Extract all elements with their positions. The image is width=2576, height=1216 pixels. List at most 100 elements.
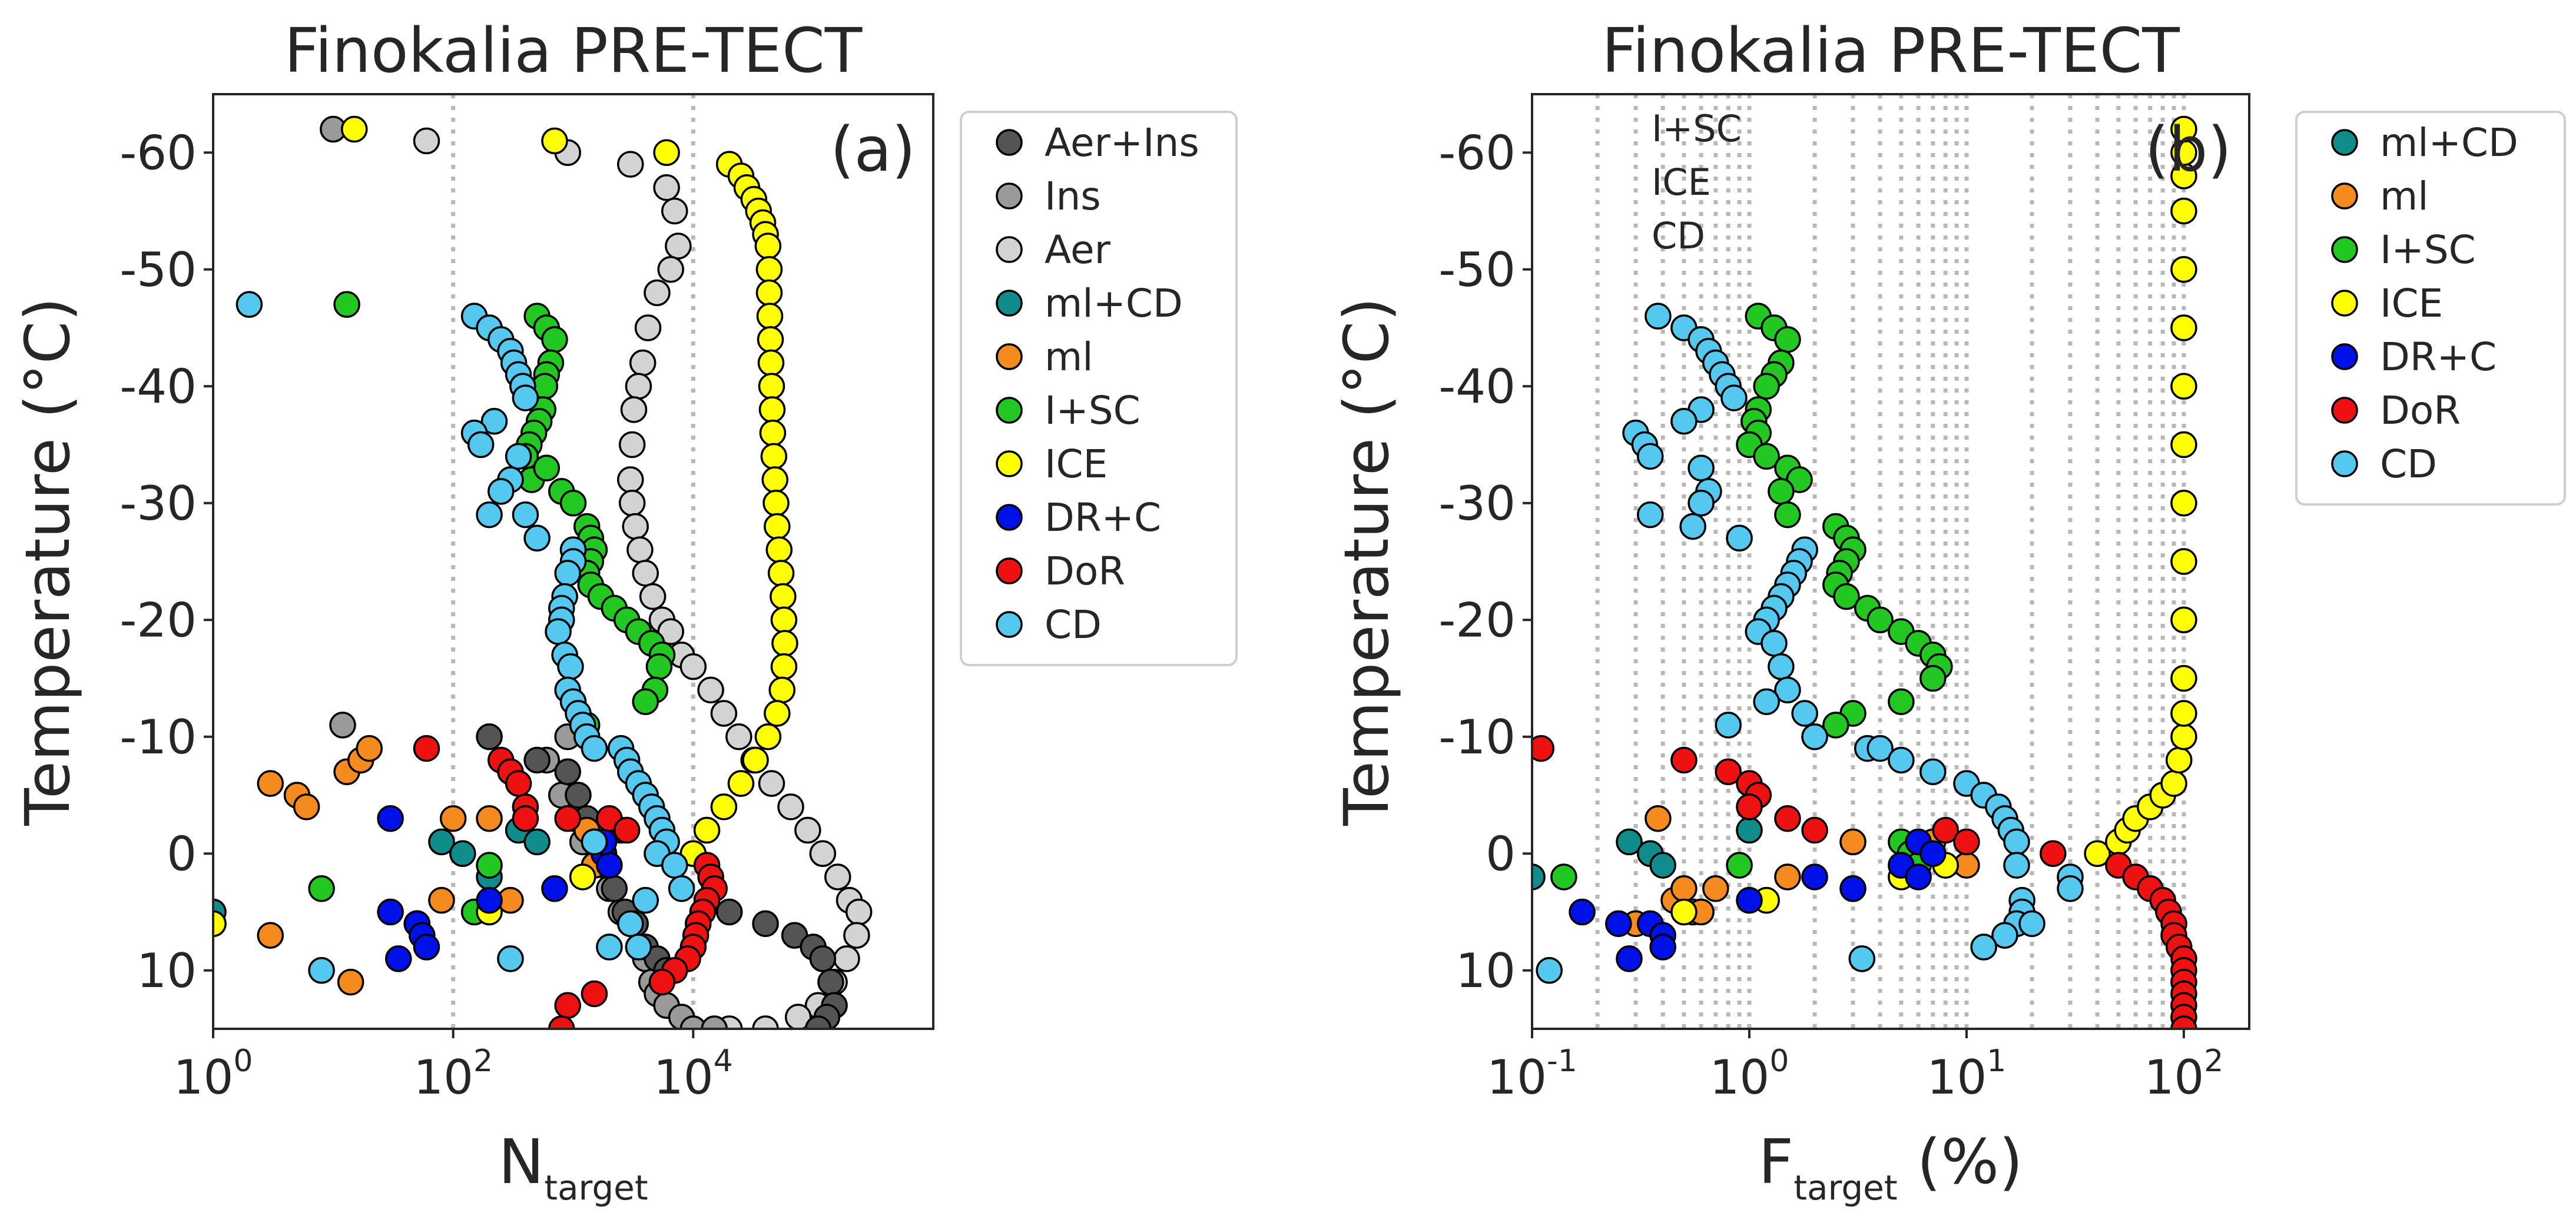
point-CD <box>1636 443 1664 470</box>
point-I+SC <box>1866 606 1894 633</box>
point-CD <box>308 957 335 984</box>
point-ICE <box>771 630 798 657</box>
point-CD <box>2003 852 2030 879</box>
legend-marker <box>2331 343 2358 370</box>
legend-marker <box>2331 129 2358 156</box>
legend-marker <box>2331 290 2358 317</box>
point-DoR <box>648 968 676 996</box>
point-ml <box>1670 875 1698 902</box>
point-ml <box>337 968 364 996</box>
point-ICE <box>755 279 783 307</box>
legend-marker <box>996 397 1023 424</box>
point-CD <box>1536 957 1563 984</box>
point-CD <box>1645 303 1672 330</box>
legend-marker <box>996 236 1023 263</box>
point-Aer <box>784 1004 812 1029</box>
legend-marker <box>2331 182 2358 210</box>
point-Aer <box>629 349 657 377</box>
point-Aer+Ins <box>476 723 503 750</box>
point-ICE <box>2170 431 2197 459</box>
point-ml+CD <box>1649 852 1676 879</box>
point-Aer+Ins <box>752 910 779 938</box>
point-CD <box>1919 758 1947 786</box>
point-ICE <box>541 127 568 155</box>
point-DR+C <box>384 945 412 972</box>
legend-marker <box>996 611 1023 638</box>
point-DR+C <box>1736 886 1763 914</box>
y-tick-label: -40 <box>120 359 197 414</box>
point-DoR <box>413 735 440 762</box>
point-Aer <box>794 816 821 844</box>
point-DR+C <box>1649 933 1676 961</box>
legend-label: CD <box>1045 602 1102 647</box>
point-Aer <box>620 396 648 423</box>
point-ICE <box>1670 898 1698 926</box>
point-Aer <box>657 256 684 283</box>
point-CD <box>1636 501 1664 529</box>
y-tick-label: -20 <box>1438 593 1516 647</box>
x-axis-label: Ntarget <box>498 1126 648 1208</box>
point-ml <box>1645 805 1672 832</box>
legend-label: DoR <box>1045 549 1125 594</box>
point-I+SC <box>1774 501 1801 529</box>
point-CD <box>1761 630 1788 657</box>
point-CD <box>2003 828 2030 856</box>
y-tick-label: -60 <box>120 125 197 180</box>
point-CD <box>1970 933 1997 961</box>
legend-marker <box>2331 450 2358 477</box>
point-CD <box>1720 384 1748 411</box>
point-CD <box>557 653 584 680</box>
chart-title: Finokalia PRE-TECT <box>284 15 863 87</box>
legend-label: ml <box>1045 334 1093 380</box>
point-ml <box>1702 875 1729 902</box>
point-CD <box>581 735 608 762</box>
point-ICE <box>653 139 680 166</box>
series-group <box>1532 115 2197 1029</box>
legend-label: I+SC <box>2380 227 2476 273</box>
annotation: ICE <box>1652 161 1711 204</box>
point-CD <box>661 852 688 879</box>
panel-label: (b) <box>2145 114 2232 185</box>
legend-marker <box>996 450 1023 477</box>
axes-frame <box>1531 93 2250 1030</box>
point-CD <box>1688 490 1715 517</box>
point-CD <box>1768 653 1795 680</box>
point-DR+C <box>1616 945 1643 972</box>
series-group <box>213 115 873 1029</box>
point-CD <box>497 945 524 972</box>
y-tick-label: -10 <box>1438 710 1516 765</box>
legend-label: ICE <box>2380 281 2443 326</box>
point-DoR <box>1932 816 1959 844</box>
point-DR+C <box>596 852 623 879</box>
point-ml+CD <box>428 828 455 856</box>
point-I+SC <box>541 326 568 353</box>
legend-label: CD <box>2380 441 2437 487</box>
point-CD <box>1679 513 1706 540</box>
point-I+SC <box>645 653 673 680</box>
point-Aer <box>752 1015 779 1029</box>
legend-marker <box>996 129 1023 156</box>
chart-title: Finokalia PRE-TECT <box>1602 15 2180 87</box>
point-CD <box>1791 700 1818 727</box>
panel-a: -60 -50 -40 -30 -20 -10 0 10 100 102 104 Finokalia … <box>12 15 1238 1208</box>
point-I+SC <box>1822 712 1849 739</box>
point-Aer <box>843 922 870 949</box>
point-ICE <box>569 863 596 891</box>
point-CD <box>480 408 508 435</box>
point-Aer <box>777 793 804 820</box>
y-axis-label: Temperature (°C) <box>12 297 84 826</box>
legend-marker <box>2331 236 2358 263</box>
point-ml+CD <box>1532 863 1546 891</box>
y-tick-label: -30 <box>120 476 197 531</box>
point-I+SC <box>1774 326 1801 353</box>
point-I+SC <box>1726 852 1753 879</box>
point-ICE <box>768 676 795 704</box>
point-CD <box>467 431 495 459</box>
point-Aer <box>809 840 837 867</box>
point-Aer+Ins <box>809 945 837 972</box>
point-ICE <box>760 443 788 470</box>
point-ICE <box>757 326 784 353</box>
point-I+SC <box>1919 665 1947 692</box>
point-Aer <box>653 174 680 201</box>
